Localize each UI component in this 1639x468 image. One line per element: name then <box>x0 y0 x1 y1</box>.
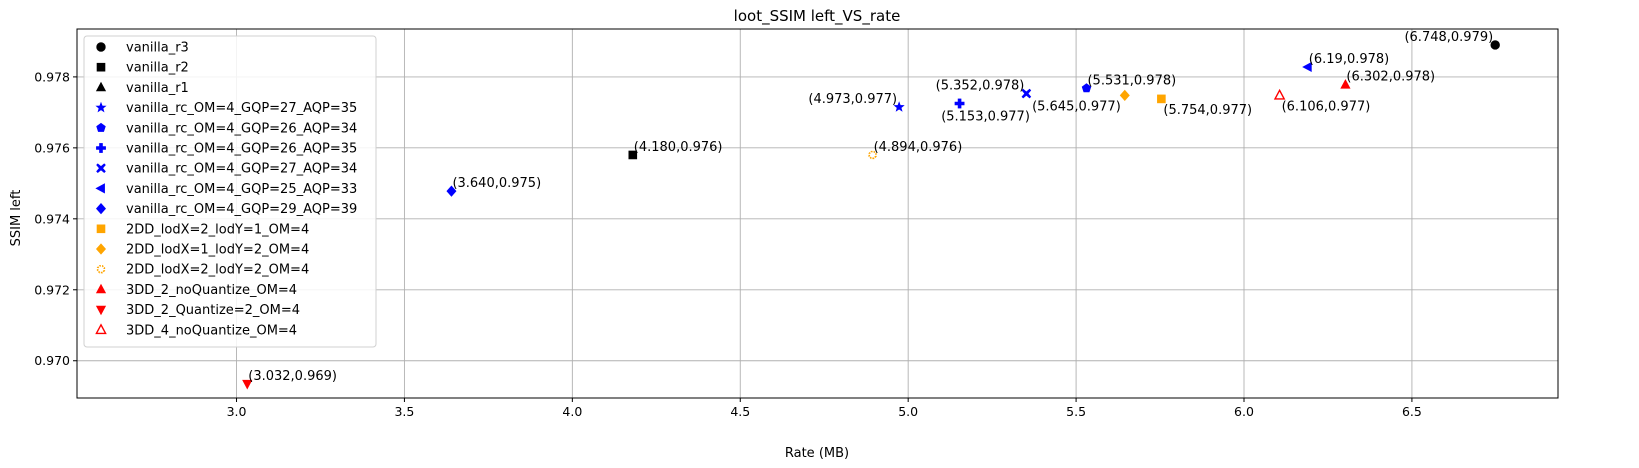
legend-item: vanilla_rc_OM=4_GQP=29_AQP=39 <box>95 202 357 217</box>
data-label: (5.754,0.977) <box>1163 103 1252 118</box>
legend-item: 3DD_2_noQuantize_OM=4 <box>95 283 297 298</box>
legend-item: vanilla_rc_OM=4_GQP=26_AQP=35 <box>96 142 357 157</box>
data-label: (5.531,0.978) <box>1087 73 1176 88</box>
data-label: (3.640,0.975) <box>452 176 541 191</box>
data-label: (5.352,0.978) <box>936 79 1025 94</box>
legend-item: 2DD_lodX=2_lodY=1_OM=4 <box>96 222 309 237</box>
chart-title: loot_SSIM left_VS_rate <box>734 7 901 26</box>
data-label: (5.645,0.977) <box>1032 99 1121 114</box>
y-tick-label: 0.976 <box>34 140 70 155</box>
y-tick-label: 0.974 <box>34 211 70 226</box>
legend-label: 2DD_lodX=1_lodY=2_OM=4 <box>126 243 309 258</box>
data-label: (6.302,0.978) <box>1346 70 1435 85</box>
legend-label: 2DD_lodX=2_lodY=1_OM=4 <box>126 222 309 237</box>
legend-marker <box>95 81 107 92</box>
data-label: (3.032,0.969) <box>248 369 337 384</box>
data-point <box>1021 88 1032 99</box>
x-tick-label: 3.0 <box>227 404 247 419</box>
data-point <box>1273 88 1286 100</box>
data-point <box>446 185 457 197</box>
legend-label: 3DD_2_Quantize=2_OM=4 <box>126 303 300 318</box>
x-tick-label: 5.5 <box>1066 404 1086 419</box>
legend-item: vanilla_rc_OM=4_GQP=27_AQP=35 <box>95 101 357 116</box>
legend-marker <box>96 265 106 274</box>
data-label: (6.19,0.978) <box>1309 52 1389 67</box>
legend-item: vanilla_r1 <box>95 81 189 96</box>
legend-marker <box>95 243 107 255</box>
data-point <box>628 150 638 160</box>
legend-label: vanilla_rc_OM=4_GQP=27_AQP=35 <box>126 101 357 116</box>
legend-item: 2DD_lodX=2_lodY=2_OM=4 <box>96 263 309 278</box>
legend-marker <box>96 42 106 52</box>
legend-marker <box>96 62 106 72</box>
data-label: (5.153,0.977) <box>941 110 1030 125</box>
x-tick-label: 6.5 <box>1402 404 1422 419</box>
data-point <box>1340 79 1351 89</box>
data-label: (4.180,0.976) <box>634 140 723 155</box>
legend-label: vanilla_r1 <box>126 81 189 96</box>
data-point <box>868 150 877 160</box>
legend-item: 3DD_2_Quantize=2_OM=4 <box>95 303 300 318</box>
y-tick-label: 0.978 <box>34 69 70 84</box>
legend-marker <box>95 283 107 294</box>
legend-marker <box>95 323 107 335</box>
y-tick-label: 0.972 <box>34 282 70 297</box>
y-tick-label: 0.970 <box>34 353 70 368</box>
data-point <box>1081 83 1092 93</box>
legend-item: vanilla_rc_OM=4_GQP=25_AQP=33 <box>95 182 357 197</box>
legend-item: vanilla_rc_OM=4_GQP=27_AQP=34 <box>96 162 357 177</box>
data-point <box>1119 89 1130 102</box>
legend-label: 2DD_lodX=2_lodY=2_OM=4 <box>126 263 309 278</box>
legend-label: vanilla_r3 <box>126 41 189 56</box>
data-point <box>954 98 965 109</box>
x-tick-label: 4.0 <box>562 404 582 419</box>
legend-label: 3DD_2_noQuantize_OM=4 <box>126 283 297 298</box>
data-point <box>1302 61 1312 73</box>
legend-marker <box>96 143 106 153</box>
legend-box <box>83 35 377 348</box>
legend-label: vanilla_rc_OM=4_GQP=29_AQP=39 <box>126 202 357 217</box>
legend-marker <box>95 305 107 316</box>
legend-item: vanilla_r2 <box>96 61 189 76</box>
x-tick-label: 5.0 <box>898 404 918 419</box>
data-point <box>1157 94 1166 104</box>
legend-marker <box>95 183 105 194</box>
legend-item: 2DD_lodX=1_lodY=2_OM=4 <box>95 243 309 258</box>
x-tick-label: 6.0 <box>1234 404 1254 419</box>
legend-marker <box>96 163 106 174</box>
annotation-layer: (6.748,0.979) (4.180,0.976) (4.973,0.977) (… <box>248 30 1493 384</box>
x-tick-label: 4.5 <box>730 404 750 419</box>
data-point <box>1490 40 1500 50</box>
data-label: (4.894,0.976) <box>874 140 963 155</box>
plot-frame <box>76 28 1559 399</box>
legend-item: vanilla_r3 <box>96 41 189 56</box>
legend-item: vanilla_rc_OM=4_GQP=26_AQP=34 <box>96 121 357 136</box>
legend-marker <box>96 122 106 132</box>
legend-label: vanilla_rc_OM=4_GQP=25_AQP=33 <box>126 182 357 197</box>
data-label: (6.748,0.979) <box>1404 30 1493 45</box>
axes-layer: 3.0 3.5 4.0 4.5 5.0 5.5 6.0 6.5 0.970 0.972 0.974 0… <box>34 28 1559 419</box>
legend-marker <box>95 101 107 113</box>
legend-marker <box>95 202 107 215</box>
x-tick-label: 3.5 <box>394 404 414 419</box>
legend-marker <box>96 224 106 234</box>
legend-label: 3DD_4_noQuantize_OM=4 <box>126 323 297 338</box>
legend-label: vanilla_rc_OM=4_GQP=26_AQP=35 <box>126 142 357 157</box>
data-point <box>242 379 253 390</box>
legend-item: 3DD_4_noQuantize_OM=4 <box>95 323 297 338</box>
data-label: (4.973,0.977) <box>808 92 897 107</box>
data-label: (6.106,0.977) <box>1282 99 1371 114</box>
data-point <box>893 101 905 112</box>
points-layer <box>242 40 1500 390</box>
legend-label: vanilla_r2 <box>126 61 189 76</box>
legend-label: vanilla_rc_OM=4_GQP=26_AQP=34 <box>126 121 357 136</box>
legend: vanilla_r3 vanilla_r2 vanilla_r1 vanilla_rc… <box>83 35 377 348</box>
y-axis-label: SSIM left <box>9 190 24 247</box>
x-axis-label: Rate (MB) <box>785 446 849 461</box>
legend-label: vanilla_rc_OM=4_GQP=27_AQP=34 <box>126 162 357 177</box>
